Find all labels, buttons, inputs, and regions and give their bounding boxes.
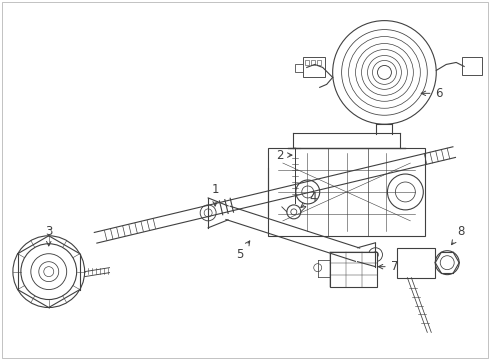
Bar [397,248,435,278]
Bar [317,60,321,66]
Bar [295,64,303,72]
Text: 7: 7 [378,260,398,273]
Bar [268,148,425,236]
Text: 6: 6 [421,87,443,100]
Text: 2: 2 [276,149,292,162]
Bar [462,58,482,75]
Text: 1: 1 [211,184,219,206]
Bar [305,60,309,66]
Text: 5: 5 [236,241,250,261]
Bar [303,58,325,77]
Text: 3: 3 [45,225,52,246]
Text: 8: 8 [451,225,465,245]
Bar [311,60,315,66]
Text: 4: 4 [301,192,317,207]
Bar [330,252,377,287]
